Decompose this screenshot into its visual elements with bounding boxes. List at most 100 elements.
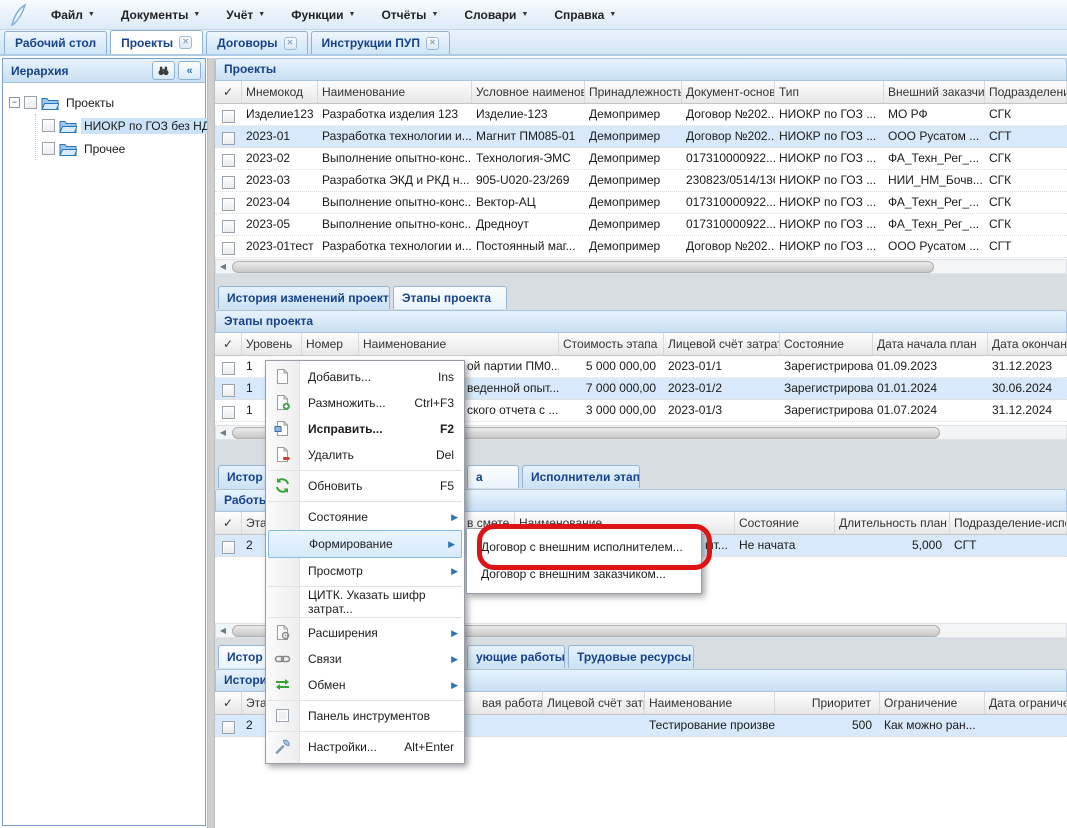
- header-cell[interactable]: вая работа: [397, 692, 543, 714]
- header-cell[interactable]: Внешний заказчик: [884, 81, 985, 103]
- top-tab[interactable]: Рабочий стол: [4, 31, 108, 54]
- header-cell[interactable]: Наименование: [645, 692, 775, 714]
- section-tab[interactable]: История изменений проекта: [218, 286, 390, 309]
- header-cell[interactable]: Состояние: [735, 512, 835, 534]
- context-menu-item[interactable]: Связи ▶: [266, 646, 464, 672]
- table-row[interactable]: 2023-01 Разработка технологии и... Магнит …: [215, 126, 1067, 148]
- header-cell[interactable]: Лицевой счёт затр: [543, 692, 645, 714]
- header-cell[interactable]: Длительность план▼: [835, 512, 950, 534]
- tree-item[interactable]: − Проекты: [9, 91, 201, 114]
- table-row[interactable]: 2023-01тест Разработка технологии и... Пос…: [215, 236, 1067, 258]
- row-checkbox[interactable]: [222, 110, 235, 123]
- context-menu-item[interactable]: Удалить Del: [266, 442, 464, 468]
- scroll-left-icon[interactable]: ◀: [219, 262, 227, 271]
- close-icon[interactable]: ✕: [179, 36, 193, 49]
- section-tab[interactable]: ующие работы: [467, 645, 565, 668]
- menubar-item[interactable]: Справка ▼: [541, 8, 629, 22]
- header-cell[interactable]: Подразделение: [985, 81, 1067, 103]
- tree-checkbox[interactable]: [42, 119, 55, 132]
- header-cell[interactable]: ✓: [215, 512, 242, 534]
- header-cell[interactable]: Номер: [302, 333, 359, 355]
- menubar-item[interactable]: Функции ▼: [278, 8, 368, 22]
- vertical-splitter[interactable]: [207, 58, 215, 828]
- context-menu-item[interactable]: Формирование ▶: [268, 530, 462, 558]
- row-checkbox[interactable]: [222, 132, 235, 145]
- table-row[interactable]: 2023-04 Выполнение опытно-конс... Вектор-А…: [215, 192, 1067, 214]
- menubar-item[interactable]: Файл ▼: [38, 8, 108, 22]
- row-checkbox[interactable]: [222, 198, 235, 211]
- menubar-item[interactable]: Документы ▼: [108, 8, 213, 22]
- row-checkbox[interactable]: [222, 384, 235, 397]
- section-tab[interactable]: Исполнители этапа: [522, 465, 640, 488]
- table-row[interactable]: 2023-02 Выполнение опытно-конс... Технолог…: [215, 148, 1067, 170]
- context-menu-item[interactable]: ЦИТК. Указать шифр затрат...: [266, 588, 464, 616]
- row-checkbox[interactable]: [222, 176, 235, 189]
- scroll-left-icon[interactable]: ◀: [219, 428, 227, 437]
- top-tab[interactable]: Договоры ✕: [206, 31, 308, 54]
- header-cell[interactable]: Подразделение-испо: [950, 512, 1067, 534]
- header-cell[interactable]: Наименование: [318, 81, 472, 103]
- tree-checkbox[interactable]: [42, 142, 55, 155]
- header-cell[interactable]: Принадлежность: [585, 81, 682, 103]
- binoculars-icon[interactable]: [152, 61, 175, 80]
- menubar-item[interactable]: Словари ▼: [451, 8, 541, 22]
- row-checkbox[interactable]: [222, 721, 235, 734]
- context-menu-item[interactable]: Обновить F5: [266, 473, 464, 499]
- context-menu-item[interactable]: Настройки... Alt+Enter: [266, 734, 464, 760]
- collapse-minus-icon[interactable]: −: [9, 97, 20, 108]
- collapse-left-icon[interactable]: «: [178, 61, 201, 80]
- menubar-item[interactable]: Отчёты ▼: [368, 8, 451, 22]
- tree-item[interactable]: НИОКР по ГОЗ без НДС: [42, 114, 222, 137]
- submenu-item[interactable]: Договор с внешним исполнителем...: [481, 540, 683, 554]
- scroll-left-icon[interactable]: ◀: [219, 626, 227, 635]
- row-checkbox[interactable]: [222, 541, 235, 554]
- row-checkbox[interactable]: [222, 362, 235, 375]
- section-tab[interactable]: а: [467, 465, 519, 488]
- header-cell[interactable]: Мнемокод: [242, 81, 318, 103]
- top-tab[interactable]: Инструкции ПУП ✕: [310, 31, 450, 54]
- header-cell[interactable]: Документ-основан: [682, 81, 775, 103]
- cell: 1: [246, 403, 253, 417]
- context-menu-item[interactable]: Просмотр ▶: [266, 558, 464, 584]
- close-icon[interactable]: ✕: [425, 36, 439, 50]
- submenu-item[interactable]: Договор с внешним заказчиком...: [481, 567, 666, 581]
- context-menu-item[interactable]: Добавить... Ins: [266, 364, 464, 390]
- context-menu-item[interactable]: Расширения ▶: [266, 620, 464, 646]
- scrollbar-thumb[interactable]: [232, 260, 934, 273]
- context-menu-item[interactable]: Панель инструментов: [266, 703, 464, 729]
- context-menu-item[interactable]: Состояние ▶: [266, 504, 464, 530]
- header-cell[interactable]: Дата окончани: [988, 333, 1067, 355]
- top-tab[interactable]: Проекты ✕: [110, 30, 204, 54]
- context-menu-item[interactable]: Обмен ▶: [266, 672, 464, 698]
- header-cell[interactable]: ✓: [215, 692, 242, 714]
- header-cell[interactable]: Дата ограничени: [985, 692, 1067, 714]
- tree-item[interactable]: Прочее: [42, 137, 201, 160]
- header-cell[interactable]: Условное наименова: [472, 81, 585, 103]
- context-menu-item[interactable]: Размножить... Ctrl+F3: [266, 390, 464, 416]
- header-cell[interactable]: Лицевой счёт затрат.: [664, 333, 780, 355]
- projects-hscrollbar[interactable]: ◀: [215, 259, 1067, 274]
- table-row[interactable]: 2023-03 Разработка ЭКД и РКД н... 905-U020…: [215, 170, 1067, 192]
- tree-checkbox[interactable]: [24, 96, 37, 109]
- table-row[interactable]: Изделие123 Разработка изделия 123 Изделие-…: [215, 104, 1067, 126]
- header-cell[interactable]: ✓: [215, 81, 242, 103]
- header-cell[interactable]: Состояние: [780, 333, 873, 355]
- header-cell[interactable]: Наименование: [359, 333, 559, 355]
- row-checkbox[interactable]: [222, 242, 235, 255]
- row-checkbox[interactable]: [222, 220, 235, 233]
- header-cell[interactable]: Дата начала план: [873, 333, 988, 355]
- header-cell[interactable]: Стоимость этапа: [559, 333, 664, 355]
- header-cell[interactable]: ✓: [215, 333, 242, 355]
- header-cell[interactable]: Тип: [775, 81, 884, 103]
- close-icon[interactable]: ✕: [283, 36, 297, 50]
- header-cell[interactable]: Ограничение: [880, 692, 985, 714]
- header-cell[interactable]: Уровень: [242, 333, 302, 355]
- header-cell[interactable]: Приоритет: [775, 692, 880, 714]
- menubar-item[interactable]: Учёт ▼: [213, 8, 278, 22]
- row-checkbox[interactable]: [222, 154, 235, 167]
- section-tab[interactable]: Этапы проекта: [393, 286, 507, 309]
- table-row[interactable]: 2023-05 Выполнение опытно-конс... Дредноут…: [215, 214, 1067, 236]
- section-tab[interactable]: Трудовые ресурсы: [568, 645, 694, 668]
- context-menu-item[interactable]: Исправить... F2: [266, 416, 464, 442]
- row-checkbox[interactable]: [222, 406, 235, 419]
